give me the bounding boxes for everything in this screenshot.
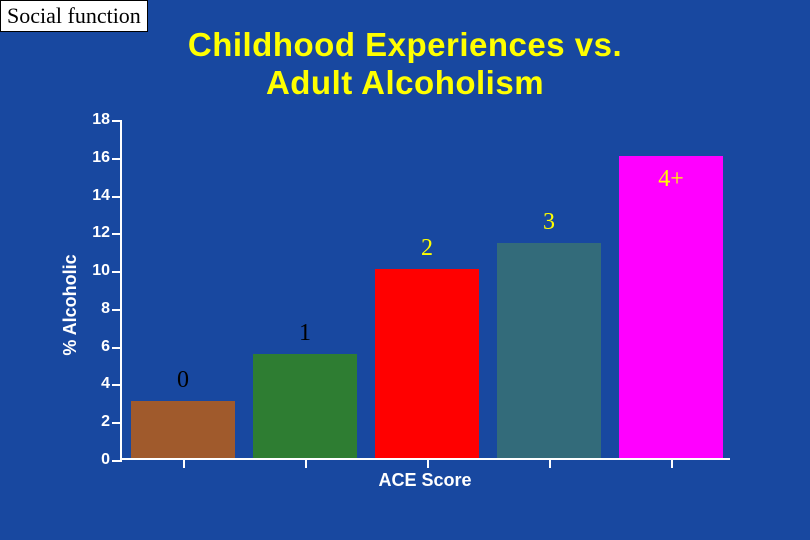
y-tick-label: 0 <box>78 451 110 469</box>
y-tick-label: 8 <box>78 300 110 318</box>
bar-label: 3 <box>543 209 555 236</box>
y-tick-label: 18 <box>78 111 110 129</box>
slide-root: Social function Childhood Experiences vs… <box>0 0 810 540</box>
y-tick-label: 6 <box>78 338 110 356</box>
y-tick <box>112 384 122 386</box>
y-tick-label: 4 <box>78 375 110 393</box>
y-tick-label: 10 <box>78 262 110 280</box>
y-tick-label: 12 <box>78 224 110 242</box>
y-tick-label: 2 <box>78 413 110 431</box>
y-tick <box>112 233 122 235</box>
chart-bar: 4+ <box>619 156 723 458</box>
bar-label: 1 <box>299 320 311 347</box>
chart-title-line2: Adult Alcoholism <box>266 64 544 101</box>
x-tick <box>671 458 673 468</box>
chart-area: % Alcoholic 02468101214161801234+ ACE Sc… <box>70 120 770 490</box>
y-tick <box>112 271 122 273</box>
chart-bar: 0 <box>131 401 235 458</box>
y-tick-label: 14 <box>78 187 110 205</box>
chart-title-line1: Childhood Experiences vs. <box>188 26 622 63</box>
y-tick <box>112 347 122 349</box>
y-tick <box>112 460 122 462</box>
x-tick <box>183 458 185 468</box>
y-tick <box>112 309 122 311</box>
x-tick <box>549 458 551 468</box>
chart-bar: 2 <box>375 269 479 458</box>
x-tick <box>305 458 307 468</box>
x-axis-label: ACE Score <box>120 470 730 491</box>
bar-label: 0 <box>177 367 189 394</box>
y-tick <box>112 158 122 160</box>
y-tick <box>112 196 122 198</box>
bar-label: 2 <box>421 235 433 262</box>
plot-area: 02468101214161801234+ <box>120 120 730 460</box>
y-tick <box>112 422 122 424</box>
chart-bar: 3 <box>497 243 601 458</box>
bar-label: 4+ <box>658 166 684 193</box>
chart-bar: 1 <box>253 354 357 458</box>
y-tick <box>112 120 122 122</box>
y-tick-label: 16 <box>78 149 110 167</box>
top-label-text: Social function <box>7 3 141 28</box>
x-tick <box>427 458 429 468</box>
chart-title: Childhood Experiences vs. Adult Alcoholi… <box>0 26 810 102</box>
